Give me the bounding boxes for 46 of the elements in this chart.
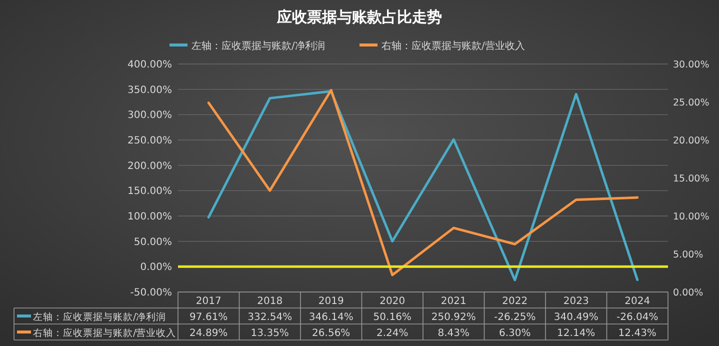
y-tick-label: -50.00% xyxy=(130,288,172,298)
chart-title: 应收票据与账款占比走势 xyxy=(276,8,442,26)
y-tick-label: 200.00% xyxy=(128,160,172,172)
legend-label: 左轴：应收票据与账款/净利润 xyxy=(192,40,325,52)
x-tick-label: 2024 xyxy=(624,296,650,307)
data-label: 8.43% xyxy=(438,328,470,339)
x-tick-label: 2022 xyxy=(502,296,528,307)
y-tick-label: 300.00% xyxy=(128,110,172,122)
data-label: 250.92% xyxy=(431,312,476,323)
y2-tick-label: 20.00% xyxy=(673,136,710,146)
text: 左轴：应收票据与账款/净利润 xyxy=(33,312,166,323)
data-label: -26.25% xyxy=(494,312,536,323)
data-label: -26.04% xyxy=(616,312,658,323)
y2-tick-label: 30.00% xyxy=(673,60,710,70)
legend-label: 右轴：应收票据与账款/营业收入 xyxy=(382,40,525,52)
y-tick-label: 150.00% xyxy=(128,186,172,198)
data-label: 332.54% xyxy=(248,312,292,323)
y-tick-label: 0.00% xyxy=(140,262,172,274)
data-label: 6.30% xyxy=(498,328,531,339)
y2-tick-label: 25.00% xyxy=(673,98,710,108)
data-label: 340.49% xyxy=(554,312,598,323)
x-tick-label: 2021 xyxy=(440,296,466,307)
data-label: 24.89% xyxy=(190,328,228,339)
text: 右轴：应收票据与账款/营业收入 xyxy=(33,328,176,339)
data-label: 97.61% xyxy=(190,312,228,323)
y-tick-label: 400.00% xyxy=(128,60,172,70)
data-label: 50.16% xyxy=(373,312,412,323)
data-label: 346.14% xyxy=(308,312,354,323)
data-label: 26.56% xyxy=(312,328,350,339)
data-label: 2.24% xyxy=(376,328,408,339)
data-label: 12.43% xyxy=(618,328,656,339)
x-tick-label: 2018 xyxy=(257,296,283,307)
y2-tick-label: 15.00% xyxy=(673,174,710,184)
x-tick-label: 2020 xyxy=(380,296,406,307)
x-tick-label: 2023 xyxy=(563,296,589,307)
y-tick-label: 250.00% xyxy=(128,136,172,146)
y2-tick-label: 5.00% xyxy=(673,250,704,260)
y2-tick-label: 0.00% xyxy=(673,288,704,298)
data-label: 13.35% xyxy=(250,328,289,339)
y-tick-label: 100.00% xyxy=(128,212,172,222)
x-tick-label: 2017 xyxy=(196,296,222,307)
x-tick-label: 2019 xyxy=(318,296,344,307)
y-tick-label: 50.00% xyxy=(134,236,172,248)
y-tick-label: 350.00% xyxy=(128,84,172,96)
data-label: 12.14% xyxy=(557,328,596,339)
y2-tick-label: 10.00% xyxy=(673,212,710,222)
